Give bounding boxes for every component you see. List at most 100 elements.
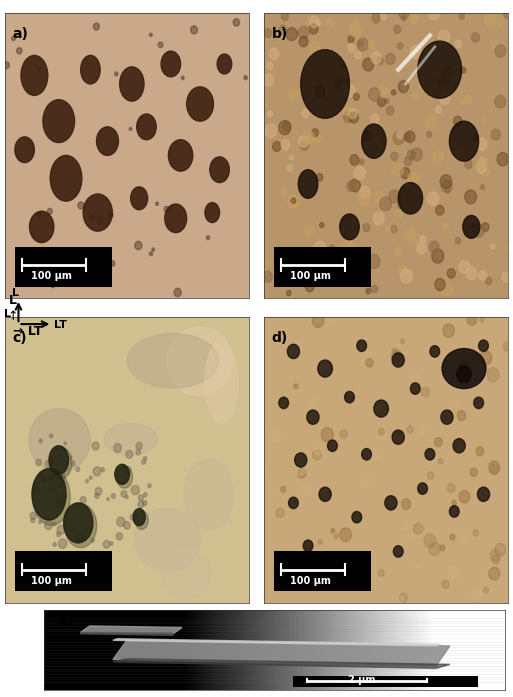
Ellipse shape <box>124 521 130 529</box>
Text: L: L <box>12 288 19 298</box>
Ellipse shape <box>471 228 479 237</box>
Ellipse shape <box>480 351 492 365</box>
Ellipse shape <box>450 534 455 540</box>
Ellipse shape <box>340 430 347 438</box>
Ellipse shape <box>184 460 234 530</box>
Ellipse shape <box>489 567 500 580</box>
Ellipse shape <box>12 36 15 40</box>
Ellipse shape <box>31 518 35 523</box>
Ellipse shape <box>36 459 42 466</box>
Ellipse shape <box>386 106 394 115</box>
Ellipse shape <box>205 342 238 423</box>
Ellipse shape <box>39 439 42 443</box>
Ellipse shape <box>386 54 395 65</box>
Ellipse shape <box>307 410 319 424</box>
Ellipse shape <box>401 167 410 178</box>
Ellipse shape <box>143 500 147 505</box>
Ellipse shape <box>301 567 309 579</box>
Ellipse shape <box>363 58 374 71</box>
Ellipse shape <box>124 466 131 475</box>
Ellipse shape <box>233 19 240 26</box>
Ellipse shape <box>323 83 327 88</box>
Ellipse shape <box>279 121 291 135</box>
Ellipse shape <box>210 157 229 183</box>
Ellipse shape <box>471 588 482 601</box>
Ellipse shape <box>404 157 411 165</box>
Ellipse shape <box>288 497 298 509</box>
Ellipse shape <box>395 247 402 256</box>
Ellipse shape <box>352 512 362 523</box>
Ellipse shape <box>490 549 500 561</box>
Ellipse shape <box>381 13 386 20</box>
Ellipse shape <box>392 353 404 367</box>
Ellipse shape <box>80 496 86 503</box>
Ellipse shape <box>161 51 181 77</box>
Ellipse shape <box>60 471 65 477</box>
Ellipse shape <box>435 279 445 291</box>
Ellipse shape <box>65 504 97 548</box>
Ellipse shape <box>363 131 372 141</box>
Ellipse shape <box>443 224 448 230</box>
Ellipse shape <box>94 493 99 498</box>
Ellipse shape <box>121 491 127 498</box>
Ellipse shape <box>86 480 88 483</box>
Ellipse shape <box>318 539 322 544</box>
Ellipse shape <box>165 204 187 233</box>
Ellipse shape <box>131 187 148 210</box>
Ellipse shape <box>487 367 499 382</box>
Ellipse shape <box>152 248 154 251</box>
Ellipse shape <box>348 109 357 118</box>
Ellipse shape <box>314 135 321 143</box>
Ellipse shape <box>460 360 467 370</box>
Ellipse shape <box>263 74 273 86</box>
Ellipse shape <box>114 72 118 76</box>
Ellipse shape <box>348 36 354 43</box>
Text: 2 μm: 2 μm <box>348 675 376 685</box>
Ellipse shape <box>114 443 122 452</box>
Ellipse shape <box>410 45 422 59</box>
Ellipse shape <box>358 40 363 47</box>
Ellipse shape <box>288 89 299 100</box>
Ellipse shape <box>361 477 371 489</box>
Ellipse shape <box>339 79 348 91</box>
Ellipse shape <box>478 158 487 169</box>
Ellipse shape <box>83 194 112 231</box>
Ellipse shape <box>333 80 342 89</box>
Ellipse shape <box>319 487 331 501</box>
Ellipse shape <box>421 388 429 397</box>
Ellipse shape <box>472 135 479 141</box>
Polygon shape <box>113 638 441 646</box>
Ellipse shape <box>116 466 132 488</box>
Ellipse shape <box>108 212 113 218</box>
Ellipse shape <box>385 496 397 510</box>
Ellipse shape <box>312 129 319 137</box>
Ellipse shape <box>490 464 499 475</box>
Ellipse shape <box>311 460 315 465</box>
Ellipse shape <box>53 542 56 546</box>
Ellipse shape <box>148 484 151 488</box>
Ellipse shape <box>191 26 198 34</box>
Ellipse shape <box>131 485 140 495</box>
Ellipse shape <box>453 116 462 126</box>
Ellipse shape <box>96 217 103 224</box>
Ellipse shape <box>391 225 397 233</box>
Ellipse shape <box>164 206 169 212</box>
Ellipse shape <box>504 8 512 19</box>
Ellipse shape <box>149 252 152 256</box>
Text: b): b) <box>271 26 288 41</box>
Ellipse shape <box>452 500 457 505</box>
Ellipse shape <box>427 132 431 137</box>
Ellipse shape <box>418 80 427 90</box>
Ellipse shape <box>314 241 326 255</box>
Ellipse shape <box>129 128 132 130</box>
Ellipse shape <box>392 430 404 444</box>
Ellipse shape <box>349 112 359 123</box>
Ellipse shape <box>362 124 386 158</box>
Ellipse shape <box>453 438 465 453</box>
Ellipse shape <box>244 76 247 79</box>
Ellipse shape <box>399 7 409 19</box>
Ellipse shape <box>492 556 500 564</box>
Ellipse shape <box>441 283 452 296</box>
Ellipse shape <box>30 211 54 243</box>
Ellipse shape <box>167 327 232 395</box>
